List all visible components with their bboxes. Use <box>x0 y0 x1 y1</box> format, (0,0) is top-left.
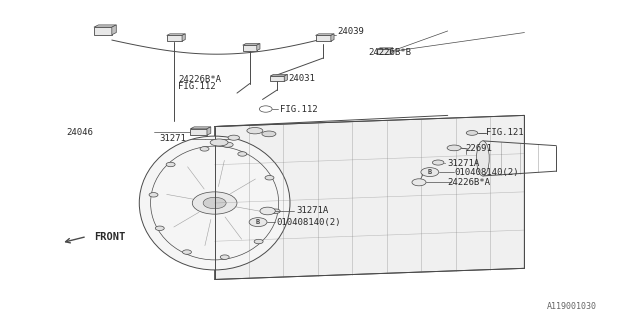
Bar <box>190 129 207 135</box>
Ellipse shape <box>433 160 444 165</box>
Circle shape <box>149 193 158 197</box>
Text: 010408140(2): 010408140(2) <box>276 218 341 227</box>
Circle shape <box>271 209 280 213</box>
Text: FRONT: FRONT <box>95 232 126 242</box>
Polygon shape <box>112 25 116 35</box>
Circle shape <box>249 218 267 227</box>
Ellipse shape <box>262 131 276 137</box>
Bar <box>243 45 257 51</box>
Ellipse shape <box>221 142 233 147</box>
Bar <box>316 36 331 41</box>
Polygon shape <box>390 48 393 54</box>
Text: 24039: 24039 <box>337 27 364 36</box>
Bar <box>167 36 182 41</box>
Text: 24226B*A: 24226B*A <box>448 178 491 187</box>
Ellipse shape <box>476 141 489 176</box>
Polygon shape <box>214 116 524 279</box>
Bar <box>94 27 112 35</box>
Text: 010408140(2): 010408140(2) <box>454 168 518 177</box>
Text: 31271A: 31271A <box>296 206 328 215</box>
Circle shape <box>166 162 175 167</box>
Text: 24226B*B: 24226B*B <box>368 48 411 57</box>
Ellipse shape <box>140 136 290 270</box>
Polygon shape <box>331 34 334 41</box>
Polygon shape <box>182 34 185 41</box>
Ellipse shape <box>447 145 461 151</box>
Text: FIG.112: FIG.112 <box>280 105 317 114</box>
Polygon shape <box>257 44 260 51</box>
Ellipse shape <box>210 139 228 146</box>
Text: 31271A: 31271A <box>448 159 480 168</box>
Polygon shape <box>207 127 211 135</box>
Polygon shape <box>94 25 116 27</box>
Circle shape <box>260 207 275 215</box>
Circle shape <box>412 179 426 186</box>
Polygon shape <box>284 75 287 82</box>
Circle shape <box>156 226 164 230</box>
Circle shape <box>200 147 209 151</box>
Ellipse shape <box>467 131 477 135</box>
Text: FIG.112: FIG.112 <box>178 82 216 91</box>
Circle shape <box>220 255 229 260</box>
Circle shape <box>182 250 191 254</box>
Polygon shape <box>190 127 211 129</box>
Polygon shape <box>378 48 393 49</box>
Text: 31271: 31271 <box>159 134 186 143</box>
Ellipse shape <box>228 135 239 140</box>
Polygon shape <box>243 44 260 45</box>
Ellipse shape <box>247 127 263 134</box>
Circle shape <box>192 192 237 214</box>
Text: B: B <box>428 169 432 175</box>
Circle shape <box>203 197 226 209</box>
Text: 24226B*A: 24226B*A <box>178 75 221 84</box>
Polygon shape <box>316 34 334 36</box>
Polygon shape <box>270 75 287 76</box>
Circle shape <box>238 152 247 156</box>
Circle shape <box>421 168 439 177</box>
Text: A119001030: A119001030 <box>547 302 596 311</box>
Text: 24046: 24046 <box>67 128 93 137</box>
Bar <box>378 49 390 54</box>
Circle shape <box>254 239 263 244</box>
Polygon shape <box>167 34 185 36</box>
Bar <box>270 76 284 82</box>
Text: B: B <box>256 219 260 225</box>
Text: FIG.121: FIG.121 <box>486 128 524 137</box>
Text: 22691: 22691 <box>466 144 492 153</box>
Text: 24031: 24031 <box>288 74 315 83</box>
Circle shape <box>265 176 274 180</box>
